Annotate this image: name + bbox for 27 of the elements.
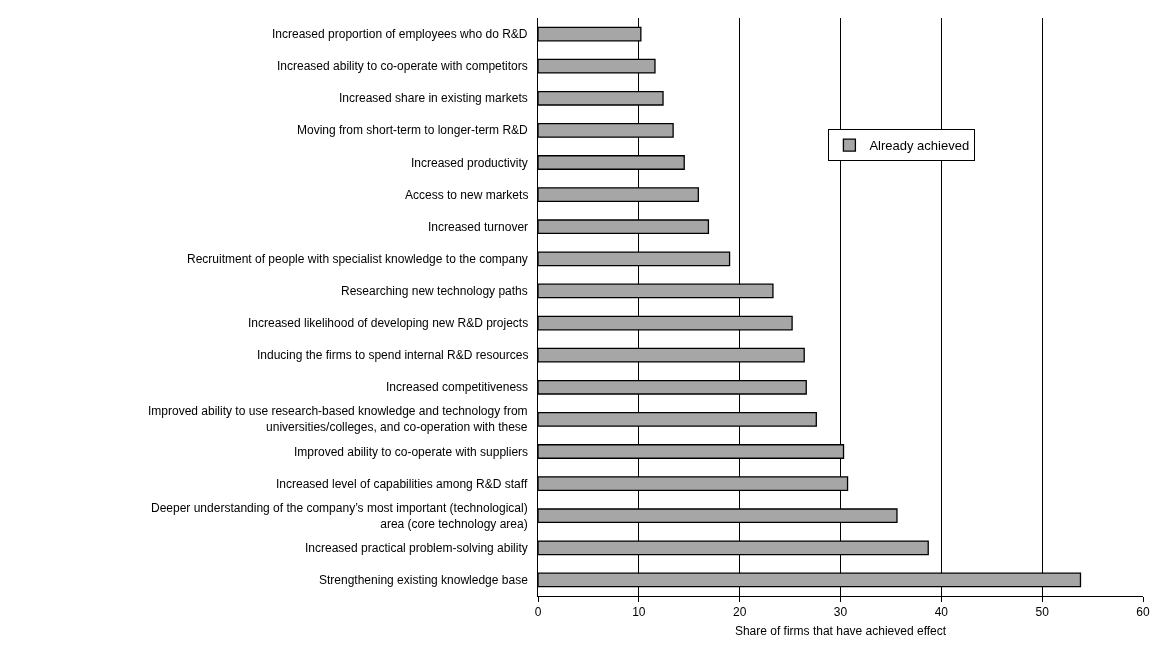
y-tick-label: Increased ability to co-operate with competitors: [277, 59, 528, 73]
y-tick-label: Recruitment of people with specialist knowledge to the company: [187, 252, 528, 266]
x-axis-title: Share of firms that have achieved effect: [734, 624, 947, 639]
y-tick-label: Increased productivity: [411, 156, 528, 170]
x-tick-label: 60: [1136, 605, 1150, 620]
y-tick-label: Increased share in existing markets: [339, 91, 528, 105]
x-tick-label: 40: [934, 605, 949, 620]
x-tick-label: 20: [732, 605, 747, 620]
y-tick-label: Improved ability to use research-based knowledge and technology from universities/colleges, and co-operation with these: [148, 404, 528, 434]
legend-label: Already achieved: [869, 138, 970, 154]
y-tick-label: Access to new markets: [405, 188, 529, 202]
x-tick-label: 30: [833, 605, 848, 620]
y-tick-label: Researching new technology paths: [341, 284, 528, 298]
y-tick-label: Increased turnover: [428, 220, 529, 234]
y-tick-label: Inducing the firms to spend internal R&D resources: [257, 348, 529, 362]
y-tick-label: Increased level of capabilities among R&D staff: [276, 477, 528, 491]
y-tick-label: Strengthening existing knowledge base: [319, 573, 529, 587]
y-tick-label: Deeper understanding of the company’s most important (technological) area (core technology area): [151, 501, 528, 531]
x-tick-label: 0: [534, 605, 542, 620]
y-tick-label: Increased likelihood of developing new R&D projects: [248, 316, 529, 330]
x-tick-label: 50: [1035, 605, 1050, 620]
y-tick-label: Increased competitiveness: [386, 380, 529, 394]
y-tick-label: Increased practical problem-solving ability: [305, 541, 528, 555]
y-tick-label: Increased proportion of employees who do R&D: [272, 27, 528, 41]
y-tick-label: Improved ability to co-operate with suppliers: [294, 445, 529, 459]
y-tick-label: Moving from short-term to longer-term R&D: [297, 123, 529, 137]
x-tick-label: 10: [632, 605, 646, 620]
